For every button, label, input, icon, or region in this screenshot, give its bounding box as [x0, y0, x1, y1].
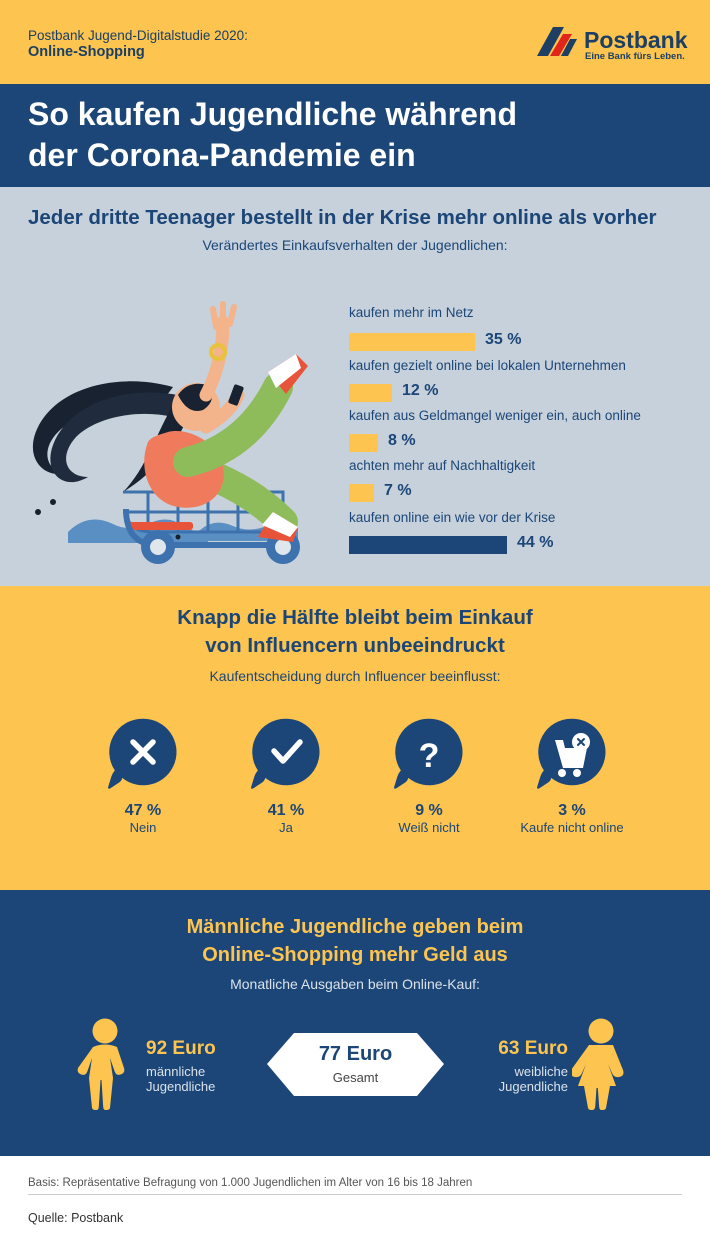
- svg-text:Eine Bank fürs Leben.: Eine Bank fürs Leben.: [585, 51, 685, 62]
- svg-text:?: ?: [419, 737, 440, 775]
- svg-text:Postbank: Postbank: [584, 27, 688, 53]
